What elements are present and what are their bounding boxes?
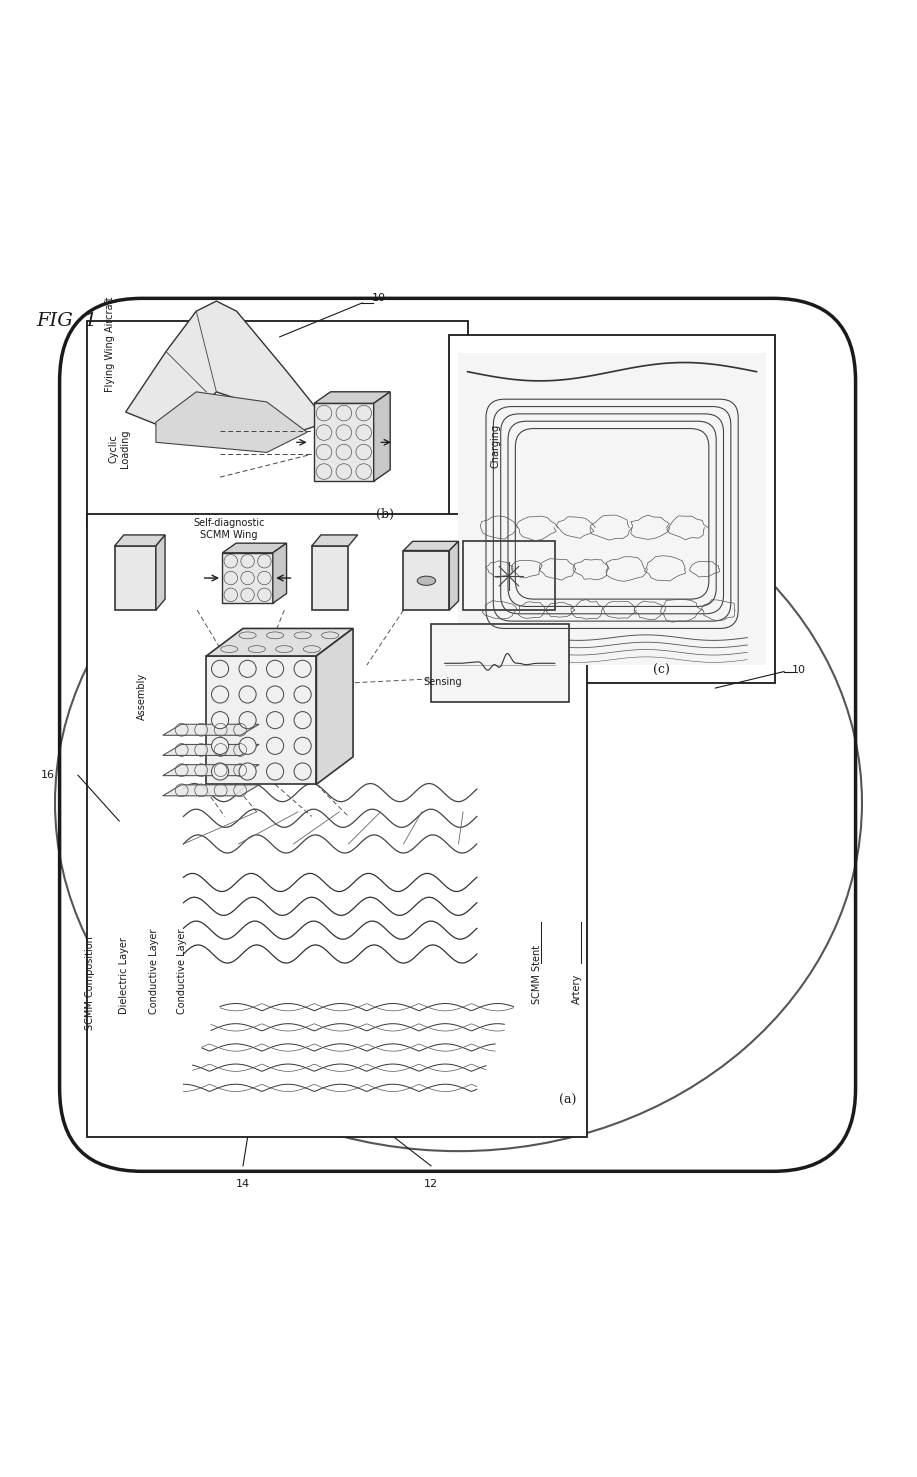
Circle shape bbox=[267, 764, 283, 780]
Circle shape bbox=[212, 764, 228, 780]
Circle shape bbox=[267, 660, 283, 678]
Bar bbox=[223, 552, 273, 603]
Polygon shape bbox=[316, 628, 353, 784]
Circle shape bbox=[294, 660, 311, 678]
Circle shape bbox=[239, 712, 256, 728]
Polygon shape bbox=[273, 544, 286, 603]
Text: Artery: Artery bbox=[572, 975, 582, 1004]
Text: Self-diagnostic
SCMM Wing: Self-diagnostic SCMM Wing bbox=[193, 518, 265, 541]
Circle shape bbox=[212, 660, 228, 678]
Circle shape bbox=[294, 685, 311, 703]
Polygon shape bbox=[126, 301, 327, 433]
Text: Flying Wing Aircraft: Flying Wing Aircraft bbox=[105, 297, 116, 391]
Circle shape bbox=[267, 737, 283, 755]
Text: (b): (b) bbox=[376, 508, 394, 521]
Text: 14: 14 bbox=[236, 1179, 250, 1189]
Text: Cyclic
Loading: Cyclic Loading bbox=[108, 430, 130, 468]
Polygon shape bbox=[449, 542, 458, 610]
Bar bbox=[206, 656, 316, 784]
Bar bbox=[314, 403, 374, 482]
Polygon shape bbox=[223, 544, 286, 552]
Bar bbox=[115, 546, 156, 610]
Polygon shape bbox=[163, 724, 260, 736]
Polygon shape bbox=[403, 542, 458, 551]
Circle shape bbox=[294, 737, 311, 755]
Bar bbox=[463, 542, 555, 610]
Bar bbox=[87, 322, 468, 527]
Text: FIG. 1: FIG. 1 bbox=[37, 312, 98, 329]
Bar bbox=[312, 546, 348, 610]
Polygon shape bbox=[156, 391, 307, 452]
Text: SCMM Stent: SCMM Stent bbox=[532, 945, 542, 1004]
Polygon shape bbox=[156, 535, 165, 610]
Circle shape bbox=[212, 737, 228, 755]
Text: Assembly: Assembly bbox=[138, 674, 147, 721]
Text: 12: 12 bbox=[424, 1179, 438, 1189]
Text: (a): (a) bbox=[558, 1094, 576, 1108]
Text: Conductive Layer: Conductive Layer bbox=[177, 928, 186, 1013]
Text: (c): (c) bbox=[653, 665, 669, 676]
Text: 10: 10 bbox=[371, 292, 385, 303]
Text: Conductive Layer: Conductive Layer bbox=[149, 928, 159, 1013]
Circle shape bbox=[239, 764, 256, 780]
Text: 16: 16 bbox=[41, 770, 55, 780]
Text: Sensing: Sensing bbox=[424, 676, 462, 687]
Circle shape bbox=[239, 737, 256, 755]
Polygon shape bbox=[374, 391, 390, 482]
Polygon shape bbox=[314, 391, 390, 403]
Bar bbox=[449, 335, 775, 684]
Circle shape bbox=[239, 660, 256, 678]
Circle shape bbox=[267, 712, 283, 728]
Circle shape bbox=[212, 712, 228, 728]
Text: Charging: Charging bbox=[491, 424, 500, 468]
Circle shape bbox=[239, 685, 256, 703]
Polygon shape bbox=[163, 784, 260, 796]
Polygon shape bbox=[115, 535, 165, 546]
Circle shape bbox=[294, 764, 311, 780]
Text: Dielectric Layer: Dielectric Layer bbox=[119, 936, 128, 1013]
Text: 10: 10 bbox=[791, 665, 805, 675]
Circle shape bbox=[267, 685, 283, 703]
Circle shape bbox=[294, 712, 311, 728]
Bar bbox=[431, 623, 569, 702]
Bar bbox=[87, 514, 587, 1137]
Polygon shape bbox=[206, 628, 353, 656]
Bar bbox=[403, 551, 449, 610]
Polygon shape bbox=[163, 744, 260, 755]
Polygon shape bbox=[163, 765, 260, 775]
Polygon shape bbox=[312, 535, 358, 546]
Ellipse shape bbox=[417, 576, 436, 585]
Bar bbox=[458, 353, 766, 665]
Text: SCMM Composition: SCMM Composition bbox=[85, 936, 94, 1029]
Circle shape bbox=[212, 685, 228, 703]
